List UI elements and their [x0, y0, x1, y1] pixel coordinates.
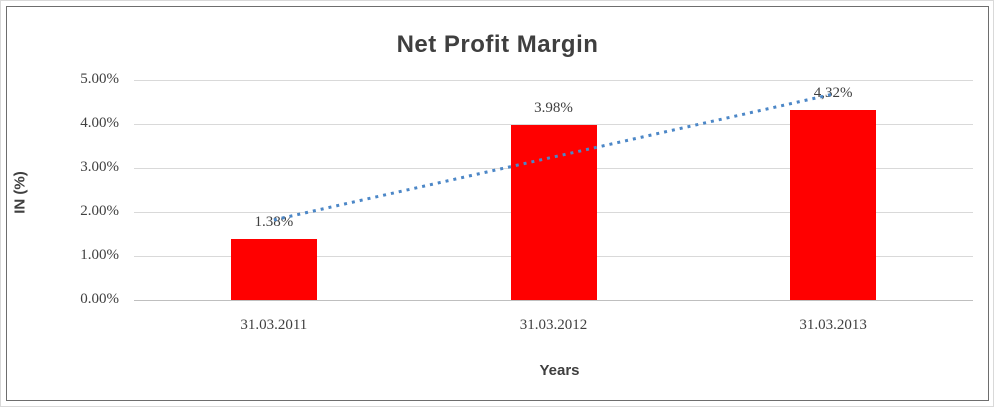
bar-value-label: 3.98% — [534, 99, 573, 116]
y-axis-tick-label: 4.00% — [80, 115, 119, 131]
x-axis-tick-label: 31.03.2013 — [799, 317, 867, 333]
y-axis-tick-label: 1.00% — [80, 247, 119, 263]
bar-value-label: 4,32% — [813, 84, 853, 101]
x-axis-line — [134, 300, 973, 301]
gridline — [134, 80, 973, 81]
bar[interactable] — [790, 109, 877, 300]
x-axis-tick-label: 31.03.2011 — [240, 317, 308, 333]
y-axis-title: IN (%) — [11, 171, 29, 214]
x-axis-title: Years — [539, 362, 580, 379]
y-axis-tick-label: 3.00% — [80, 159, 119, 175]
x-axis-tick-label: 31.03.2012 — [519, 317, 588, 333]
chart-title: Net Profit Margin — [396, 31, 599, 58]
bar[interactable] — [230, 239, 317, 300]
bar[interactable] — [510, 124, 597, 300]
chart-frame: Net Profit Margin IN (%) 0.00% 1.00% 2.00%… — [6, 6, 989, 401]
bar-value-label: 1.38% — [254, 214, 294, 231]
y-axis-tick-label: 5.00% — [80, 71, 119, 87]
y-axis-tick-label: 2.00% — [80, 203, 119, 219]
y-axis-tick-label: 0.00% — [80, 291, 119, 307]
